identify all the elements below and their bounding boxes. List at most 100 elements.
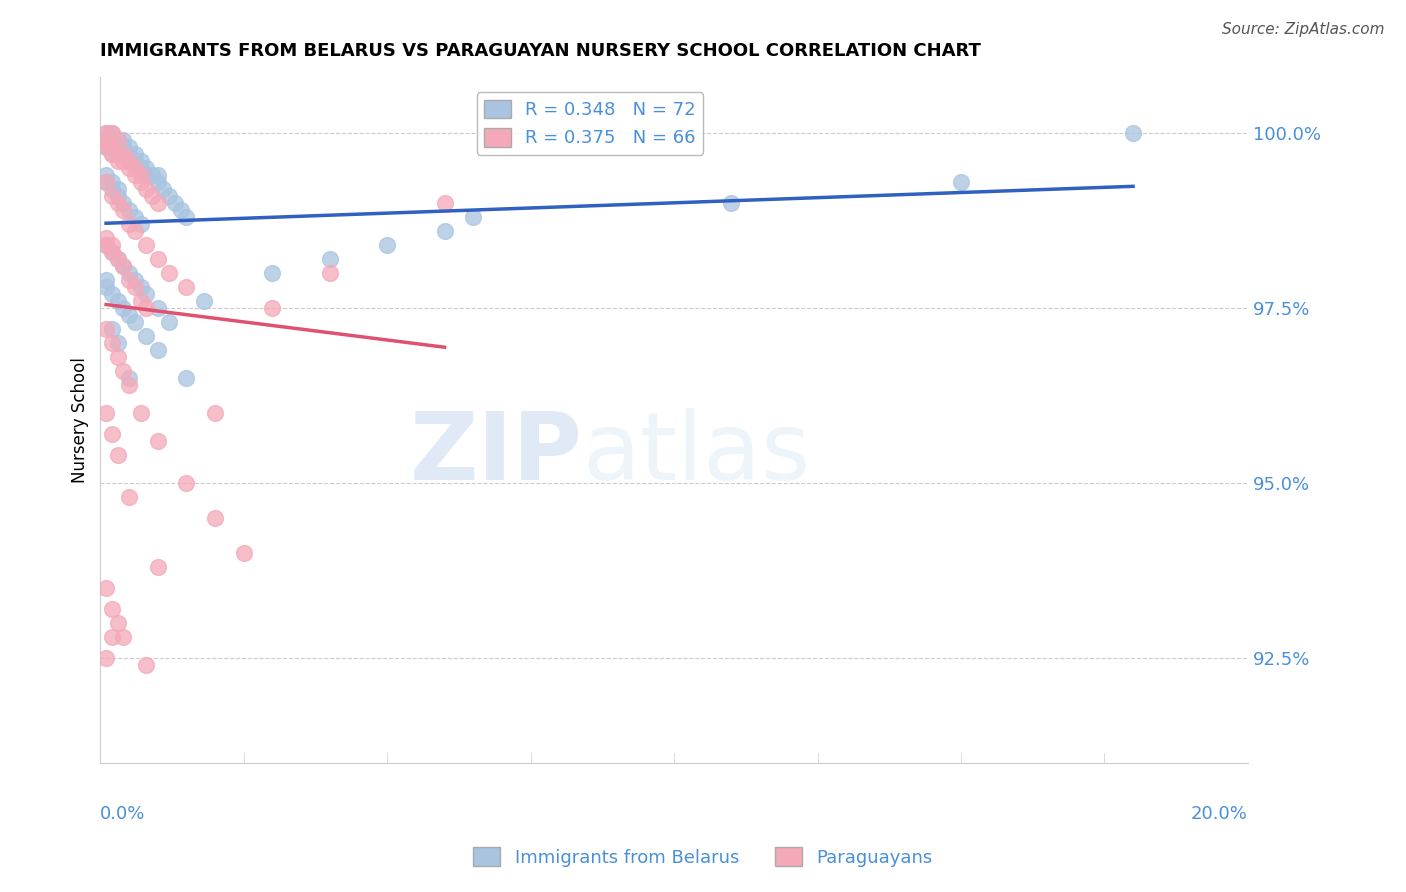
Point	[433, 224, 456, 238]
Point	[107, 133, 129, 147]
Point	[112, 202, 135, 217]
Point	[107, 153, 129, 168]
Point	[94, 581, 117, 595]
Point	[101, 244, 124, 259]
Point	[129, 280, 152, 294]
Text: ZIP: ZIP	[409, 409, 582, 500]
Point	[146, 560, 169, 574]
Point	[94, 126, 117, 140]
Point	[112, 146, 135, 161]
Point	[124, 224, 146, 238]
Point	[94, 168, 117, 182]
Point	[107, 195, 129, 210]
Point	[135, 168, 157, 182]
Point	[101, 237, 124, 252]
Point	[101, 182, 124, 196]
Point	[146, 301, 169, 315]
Point	[433, 195, 456, 210]
Point	[157, 188, 180, 202]
Point	[101, 286, 124, 301]
Point	[94, 237, 117, 252]
Point	[129, 175, 152, 189]
Point	[319, 252, 342, 266]
Point	[107, 182, 129, 196]
Point	[101, 139, 124, 153]
Point	[112, 630, 135, 644]
Point	[118, 217, 141, 231]
Point	[112, 301, 135, 315]
Point	[107, 252, 129, 266]
Legend: Immigrants from Belarus, Paraguayans: Immigrants from Belarus, Paraguayans	[465, 840, 941, 874]
Point	[135, 182, 157, 196]
Point	[146, 252, 169, 266]
Point	[146, 434, 169, 448]
Point	[101, 602, 124, 616]
Point	[118, 153, 141, 168]
Point	[118, 146, 141, 161]
Point	[107, 335, 129, 350]
Point	[170, 202, 193, 217]
Point	[101, 133, 124, 147]
Point	[112, 259, 135, 273]
Legend: R = 0.348   N = 72, R = 0.375   N = 66: R = 0.348 N = 72, R = 0.375 N = 66	[477, 93, 703, 154]
Point	[112, 153, 135, 168]
Point	[94, 273, 117, 287]
Point	[135, 237, 157, 252]
Point	[107, 350, 129, 364]
Point	[129, 406, 152, 420]
Point	[94, 280, 117, 294]
Point	[157, 266, 180, 280]
Point	[107, 293, 129, 308]
Point	[129, 161, 152, 175]
Text: Source: ZipAtlas.com: Source: ZipAtlas.com	[1222, 22, 1385, 37]
Point	[176, 210, 198, 224]
Point	[94, 175, 117, 189]
Point	[949, 175, 972, 189]
Point	[141, 188, 163, 202]
Point	[124, 210, 146, 224]
Point	[204, 511, 226, 525]
Point	[101, 126, 124, 140]
Point	[94, 322, 117, 336]
Point	[112, 139, 135, 153]
Point	[146, 175, 169, 189]
Point	[94, 133, 117, 147]
Point	[94, 139, 117, 153]
Point	[94, 406, 117, 420]
Point	[129, 153, 152, 168]
Point	[319, 266, 342, 280]
Point	[107, 252, 129, 266]
Point	[157, 315, 180, 329]
Point	[101, 146, 124, 161]
Point	[1122, 126, 1144, 140]
Text: IMMIGRANTS FROM BELARUS VS PARAGUAYAN NURSERY SCHOOL CORRELATION CHART: IMMIGRANTS FROM BELARUS VS PARAGUAYAN NU…	[100, 42, 981, 60]
Point	[101, 126, 124, 140]
Point	[129, 168, 152, 182]
Point	[101, 630, 124, 644]
Point	[129, 293, 152, 308]
Point	[118, 490, 141, 504]
Point	[107, 188, 129, 202]
Point	[118, 371, 141, 385]
Point	[107, 448, 129, 462]
Point	[101, 244, 124, 259]
Point	[146, 168, 169, 182]
Point	[124, 315, 146, 329]
Point	[262, 301, 284, 315]
Point	[107, 133, 129, 147]
Point	[124, 280, 146, 294]
Point	[124, 161, 146, 175]
Text: atlas: atlas	[582, 409, 810, 500]
Point	[107, 146, 129, 161]
Point	[118, 139, 141, 153]
Point	[94, 231, 117, 245]
Point	[135, 658, 157, 673]
Point	[107, 139, 129, 153]
Point	[118, 308, 141, 322]
Point	[163, 195, 186, 210]
Point	[94, 175, 117, 189]
Point	[112, 133, 135, 147]
Point	[101, 335, 124, 350]
Point	[124, 146, 146, 161]
Text: 20.0%: 20.0%	[1191, 805, 1249, 823]
